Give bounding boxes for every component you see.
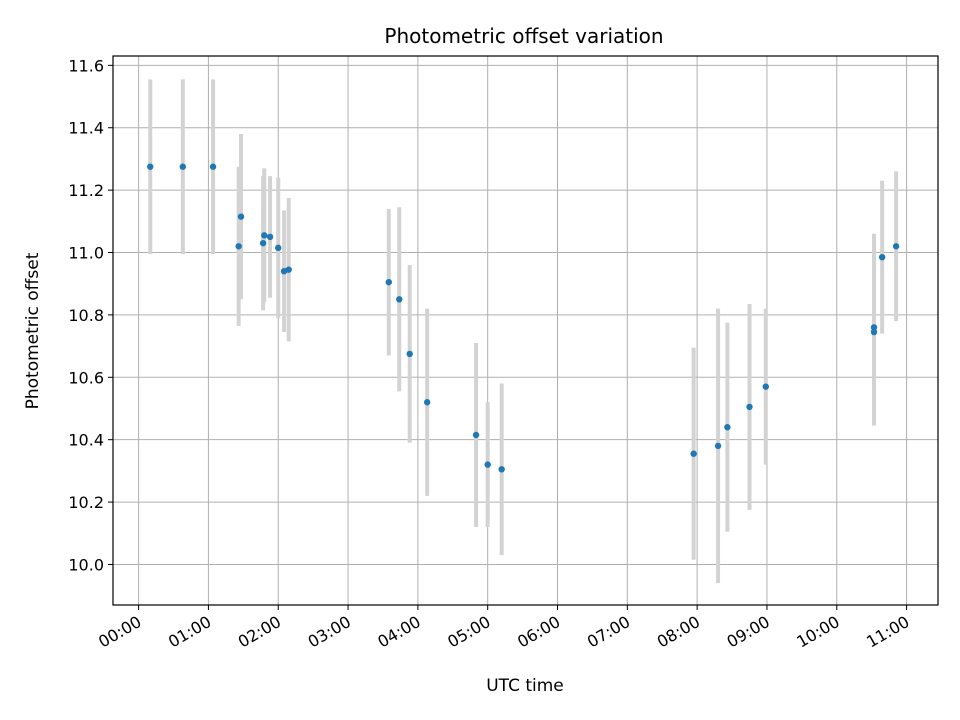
y-tick-label: 10.8 — [68, 306, 104, 325]
data-point — [285, 266, 292, 273]
x-tick-label: 01:00 — [165, 612, 214, 652]
y-tick-label: 11.4 — [68, 119, 104, 138]
data-point — [385, 278, 392, 286]
x-axis-label: UTC time — [486, 676, 564, 696]
x-tick-label: 03:00 — [305, 612, 354, 652]
grid — [113, 56, 938, 605]
data-point — [484, 461, 491, 468]
data-point — [423, 399, 431, 406]
error-bars — [148, 79, 899, 584]
x-axis-ticks: 00:00 01:00 02:00 03:00 04:00 05:00 06:00 07:00… — [95, 605, 913, 652]
data-points — [147, 163, 900, 473]
data-point — [714, 442, 722, 450]
x-tick-label: 10:00 — [793, 612, 842, 652]
x-tick-label: 04:00 — [374, 612, 423, 652]
y-axis-ticks: 10.0 10.2 10.4 10.6 10.8 11.0 11.2 11.4 11.6 — [68, 56, 113, 574]
y-tick-label: 11.2 — [68, 181, 104, 200]
y-tick-label: 10.0 — [68, 555, 104, 574]
data-point — [209, 163, 217, 170]
y-tick-label: 10.6 — [68, 368, 104, 387]
data-point — [870, 324, 878, 331]
data-point — [498, 466, 505, 473]
y-tick-label: 10.2 — [68, 493, 104, 512]
data-point — [878, 253, 886, 261]
data-point — [259, 239, 267, 247]
data-point — [690, 450, 697, 457]
x-tick-label: 09:00 — [724, 612, 773, 652]
data-point — [870, 328, 878, 336]
data-point — [746, 403, 753, 411]
data-point — [472, 431, 480, 439]
data-point — [275, 244, 282, 252]
x-tick-label: 06:00 — [514, 612, 563, 652]
plot-frame — [112, 55, 939, 606]
data-point — [724, 423, 731, 431]
x-tick-label: 08:00 — [654, 612, 703, 652]
data-point — [892, 243, 900, 250]
y-tick-label: 10.4 — [68, 431, 104, 450]
data-point — [235, 243, 242, 250]
data-point — [261, 232, 268, 239]
y-tick-label: 11.0 — [68, 244, 104, 263]
y-tick-label: 11.6 — [68, 56, 104, 75]
data-point — [406, 350, 413, 358]
data-point — [762, 383, 769, 390]
chart-title: Photometric offset variation — [384, 24, 663, 48]
data-point — [396, 296, 403, 303]
x-tick-label: 11:00 — [863, 612, 912, 652]
x-tick-label: 05:00 — [444, 612, 493, 652]
data-point — [179, 163, 187, 170]
x-tick-label: 00:00 — [95, 612, 144, 652]
data-point — [266, 233, 274, 241]
y-axis-label: Photometric offset — [23, 252, 43, 409]
data-point — [147, 163, 154, 170]
x-tick-label: 07:00 — [584, 612, 633, 652]
data-point — [237, 213, 245, 220]
x-tick-label: 02:00 — [235, 612, 284, 652]
